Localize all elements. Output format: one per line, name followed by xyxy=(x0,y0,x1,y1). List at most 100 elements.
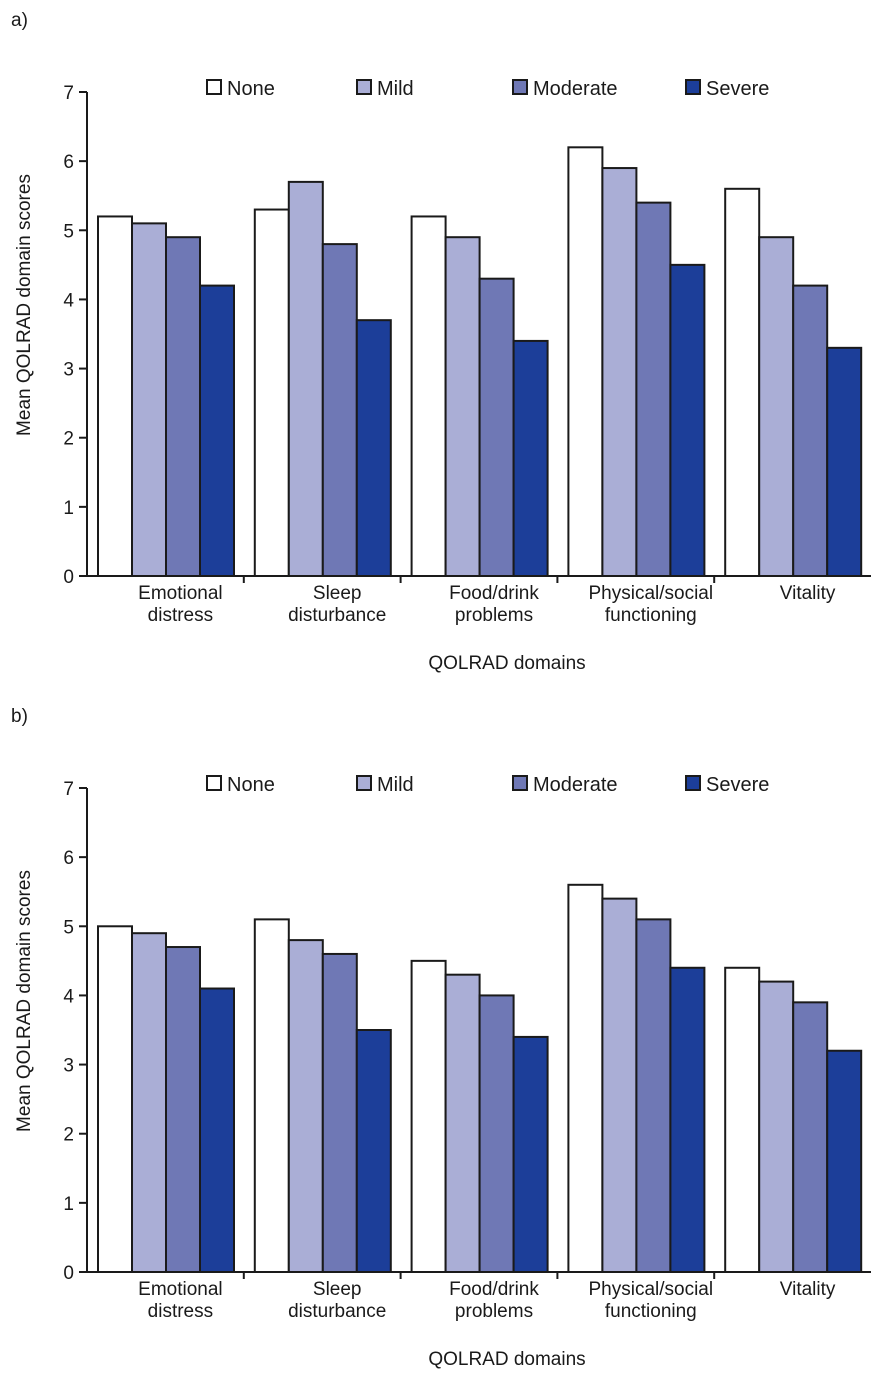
category-label: Vitality xyxy=(780,583,836,604)
bar-mild-1 xyxy=(287,939,324,1273)
category-label: distress xyxy=(148,1301,213,1322)
category-label: Food/drink xyxy=(449,583,539,604)
bar-moderate-4 xyxy=(792,1001,829,1273)
bar-moderate-4 xyxy=(792,284,829,577)
bar-severe-2 xyxy=(512,1035,549,1273)
bar-none-4 xyxy=(724,966,761,1273)
bar-severe-2 xyxy=(512,339,549,577)
bar-moderate-0 xyxy=(165,946,201,1273)
category-label: Sleep xyxy=(313,1279,362,1300)
bar-moderate-2 xyxy=(478,277,515,577)
y-tick-label: 5 xyxy=(63,917,74,938)
bar-mild-2 xyxy=(444,973,481,1273)
bar-severe-3 xyxy=(669,966,706,1273)
y-tick-label: 7 xyxy=(63,779,74,800)
chart-panel-a: a) 0 1 2 3 4 5 6 7 Emotional distress Sleep disturb… xyxy=(0,0,877,690)
x-axis-title: QOLRAD domains xyxy=(428,1349,585,1370)
y-tick-label: 3 xyxy=(63,1056,74,1077)
bar-severe-3 xyxy=(669,263,706,577)
x-axis-title: QOLRAD domains xyxy=(428,653,585,674)
category-label: Sleep xyxy=(313,583,362,604)
bar-mild-0 xyxy=(131,932,167,1273)
category-label: problems xyxy=(455,1301,533,1322)
bar-moderate-1 xyxy=(321,243,358,577)
bar-none-3 xyxy=(567,883,604,1274)
legend-swatch-mild xyxy=(356,79,372,95)
legend-swatch-moderate xyxy=(512,79,528,95)
bar-moderate-3 xyxy=(635,201,672,577)
category-label: Food/drink xyxy=(449,1279,539,1300)
bar-mild-3 xyxy=(601,897,638,1273)
y-axis-title: Mean QOLRAD domain scores xyxy=(14,870,35,1132)
bar-severe-4 xyxy=(826,346,863,578)
bar-none-2 xyxy=(410,215,447,577)
bar-severe-1 xyxy=(355,1029,392,1273)
category-label: distress xyxy=(148,605,213,626)
panel-label: b) xyxy=(11,706,28,727)
bar-severe-4 xyxy=(826,1049,863,1273)
legend-label-moderate: Moderate xyxy=(533,774,618,796)
legend-swatch-none xyxy=(206,775,222,791)
y-tick-label: 7 xyxy=(63,83,74,104)
y-tick-label: 4 xyxy=(63,290,74,311)
bar-mild-3 xyxy=(601,167,638,578)
bar-mild-2 xyxy=(444,236,481,577)
bar-none-1 xyxy=(253,918,290,1273)
category-label: Vitality xyxy=(780,1279,836,1300)
y-tick-label: 2 xyxy=(63,429,74,450)
bar-mild-1 xyxy=(287,180,324,577)
category-label: disturbance xyxy=(288,1301,386,1322)
y-axis-title: Mean QOLRAD domain scores xyxy=(14,174,35,436)
bar-mild-4 xyxy=(758,980,795,1273)
y-tick-label: 4 xyxy=(63,986,74,1007)
y-tick-label: 0 xyxy=(63,1263,74,1284)
legend-swatch-moderate xyxy=(512,775,528,791)
y-tick-label: 1 xyxy=(63,498,74,519)
legend-label-mild: Mild xyxy=(377,78,414,100)
y-tick-label: 2 xyxy=(63,1125,74,1146)
category-label: Physical/social xyxy=(588,583,713,604)
bar-severe-0 xyxy=(199,284,235,577)
chart-panel-b: b) 0 1 2 3 4 5 6 7 Emotional distress Sleep disturb… xyxy=(0,696,877,1386)
y-tick-label: 6 xyxy=(63,848,74,869)
bar-none-4 xyxy=(724,187,761,578)
bar-none-1 xyxy=(253,208,290,578)
category-label: Emotional xyxy=(138,1279,223,1300)
y-tick-label: 0 xyxy=(63,567,74,588)
legend-label-moderate: Moderate xyxy=(533,78,618,100)
legend-label-mild: Mild xyxy=(377,774,414,796)
legend-swatch-severe xyxy=(685,79,701,95)
bar-severe-1 xyxy=(355,319,392,577)
bar-none-2 xyxy=(410,959,447,1273)
category-label: Physical/social xyxy=(588,1279,713,1300)
category-label: functioning xyxy=(605,605,697,626)
category-label: disturbance xyxy=(288,605,386,626)
legend-swatch-severe xyxy=(685,775,701,791)
bar-none-3 xyxy=(567,146,604,577)
bar-none-0 xyxy=(97,215,133,577)
legend-swatch-mild xyxy=(356,775,372,791)
category-label: problems xyxy=(455,605,533,626)
bar-none-0 xyxy=(97,925,133,1274)
legend-label-none: None xyxy=(227,774,275,796)
panel-label: a) xyxy=(11,10,28,31)
y-tick-label: 5 xyxy=(63,221,74,242)
legend-label-severe: Severe xyxy=(706,78,769,100)
bar-mild-4 xyxy=(758,236,795,577)
bar-mild-0 xyxy=(131,222,167,577)
y-tick-label: 3 xyxy=(63,360,74,381)
bar-moderate-1 xyxy=(321,952,358,1273)
bar-moderate-3 xyxy=(635,918,672,1273)
y-tick-label: 6 xyxy=(63,152,74,173)
legend-label-severe: Severe xyxy=(706,774,769,796)
category-label: functioning xyxy=(605,1301,697,1322)
bar-moderate-0 xyxy=(165,236,201,577)
y-tick-label: 1 xyxy=(63,1194,74,1215)
category-label: Emotional xyxy=(138,583,223,604)
legend-label-none: None xyxy=(227,78,275,100)
bar-moderate-2 xyxy=(478,994,515,1273)
bar-severe-0 xyxy=(199,987,235,1273)
legend-swatch-none xyxy=(206,79,222,95)
